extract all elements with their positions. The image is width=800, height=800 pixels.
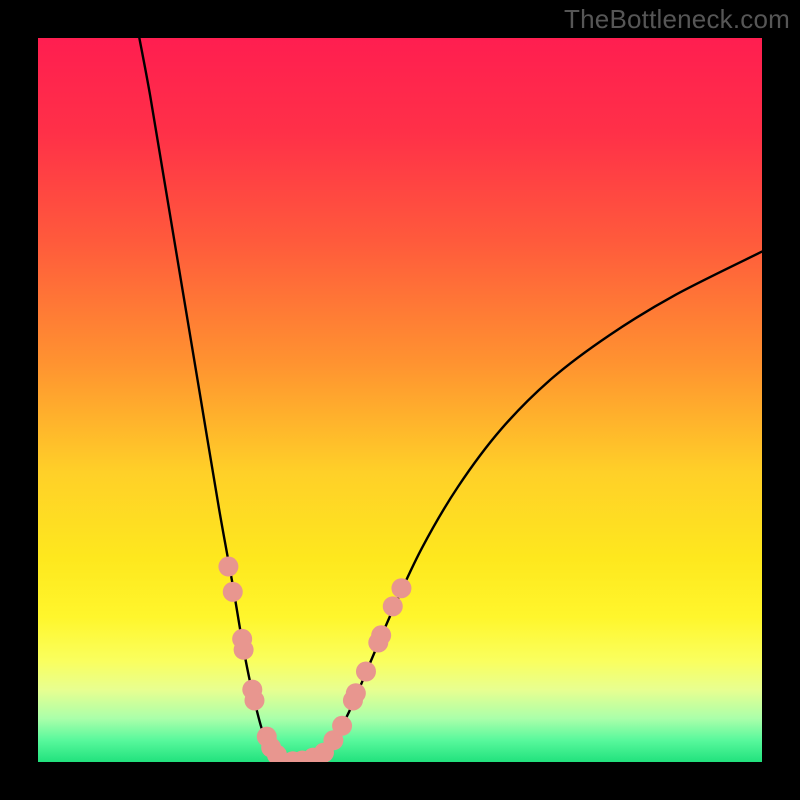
scatter-point bbox=[356, 662, 376, 682]
scatter-point bbox=[234, 640, 254, 660]
scatter-point bbox=[383, 596, 403, 616]
scatter-point bbox=[223, 582, 243, 602]
plot-background bbox=[38, 38, 762, 762]
scatter-point bbox=[218, 557, 238, 577]
scatter-point bbox=[371, 625, 391, 645]
scatter-point bbox=[244, 690, 264, 710]
scatter-point bbox=[391, 578, 411, 598]
watermark-text: TheBottleneck.com bbox=[564, 4, 790, 35]
bottleneck-chart: TheBottleneck.com bbox=[0, 0, 800, 800]
chart-canvas bbox=[0, 0, 800, 800]
scatter-point bbox=[332, 716, 352, 736]
scatter-point bbox=[346, 683, 366, 703]
